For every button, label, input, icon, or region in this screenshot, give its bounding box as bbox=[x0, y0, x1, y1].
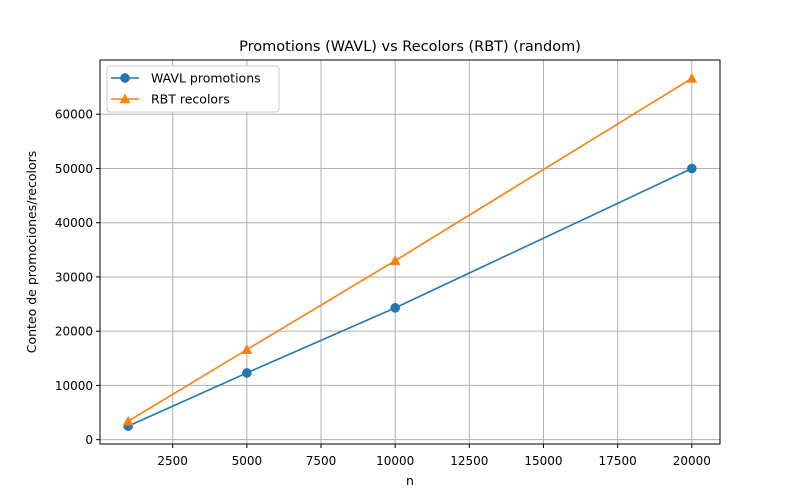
x-tick-label: 10000 bbox=[376, 454, 414, 468]
data-point-wavl-promotions bbox=[390, 303, 401, 313]
y-tick-label: 0 bbox=[85, 433, 93, 447]
y-tick-label: 50000 bbox=[55, 162, 93, 176]
y-tick-label: 60000 bbox=[55, 108, 93, 122]
series-line-rbt-recolors bbox=[127, 77, 693, 422]
legend-box bbox=[106, 65, 280, 113]
legend-label-rbt-recolors: RBT recolors bbox=[151, 92, 230, 107]
series-layer bbox=[122, 72, 698, 431]
legend-label-wavl-promotions: WAVL promotions bbox=[151, 71, 261, 86]
data-point-rbt-recolors bbox=[389, 255, 401, 265]
x-tick-label: 2500 bbox=[157, 454, 188, 468]
x-axis-label: n bbox=[406, 473, 414, 488]
x-tick-label: 15000 bbox=[524, 454, 562, 468]
chart-title: Promotions (WAVL) vs Recolors (RBT) (ran… bbox=[239, 39, 581, 55]
plot-area bbox=[99, 59, 721, 445]
legend: WAVL promotions RBT recolors bbox=[106, 65, 280, 113]
grid bbox=[100, 60, 720, 444]
series-line-wavl-promotions bbox=[127, 167, 693, 427]
y-axis-label: Conteo de promociones/recolors bbox=[24, 151, 39, 354]
data-point-rbt-recolors bbox=[241, 344, 253, 354]
x-tick-label: 20000 bbox=[673, 454, 711, 468]
y-tick-label: 30000 bbox=[55, 270, 93, 284]
data-point-wavl-promotions bbox=[686, 163, 697, 174]
y-tick-label: 20000 bbox=[55, 325, 93, 339]
data-point-rbt-recolors bbox=[686, 72, 698, 83]
y-tick-label: 40000 bbox=[55, 216, 93, 230]
x-tick-label: 5000 bbox=[232, 454, 263, 468]
ticks: 2500 5000 7500 10000 12500 15000 17500 20000 0 10… bbox=[55, 108, 711, 468]
x-tick-label: 7500 bbox=[306, 454, 337, 468]
y-tick-label: 10000 bbox=[55, 379, 93, 393]
legend-marker-rbt-recolors bbox=[119, 93, 131, 104]
data-point-wavl-promotions bbox=[241, 368, 252, 378]
x-tick-label: 12500 bbox=[450, 454, 488, 468]
x-tick-label: 17500 bbox=[599, 454, 637, 468]
data-point-rbt-recolors bbox=[122, 415, 134, 426]
legend-marker-wavl-promotions bbox=[120, 73, 130, 83]
